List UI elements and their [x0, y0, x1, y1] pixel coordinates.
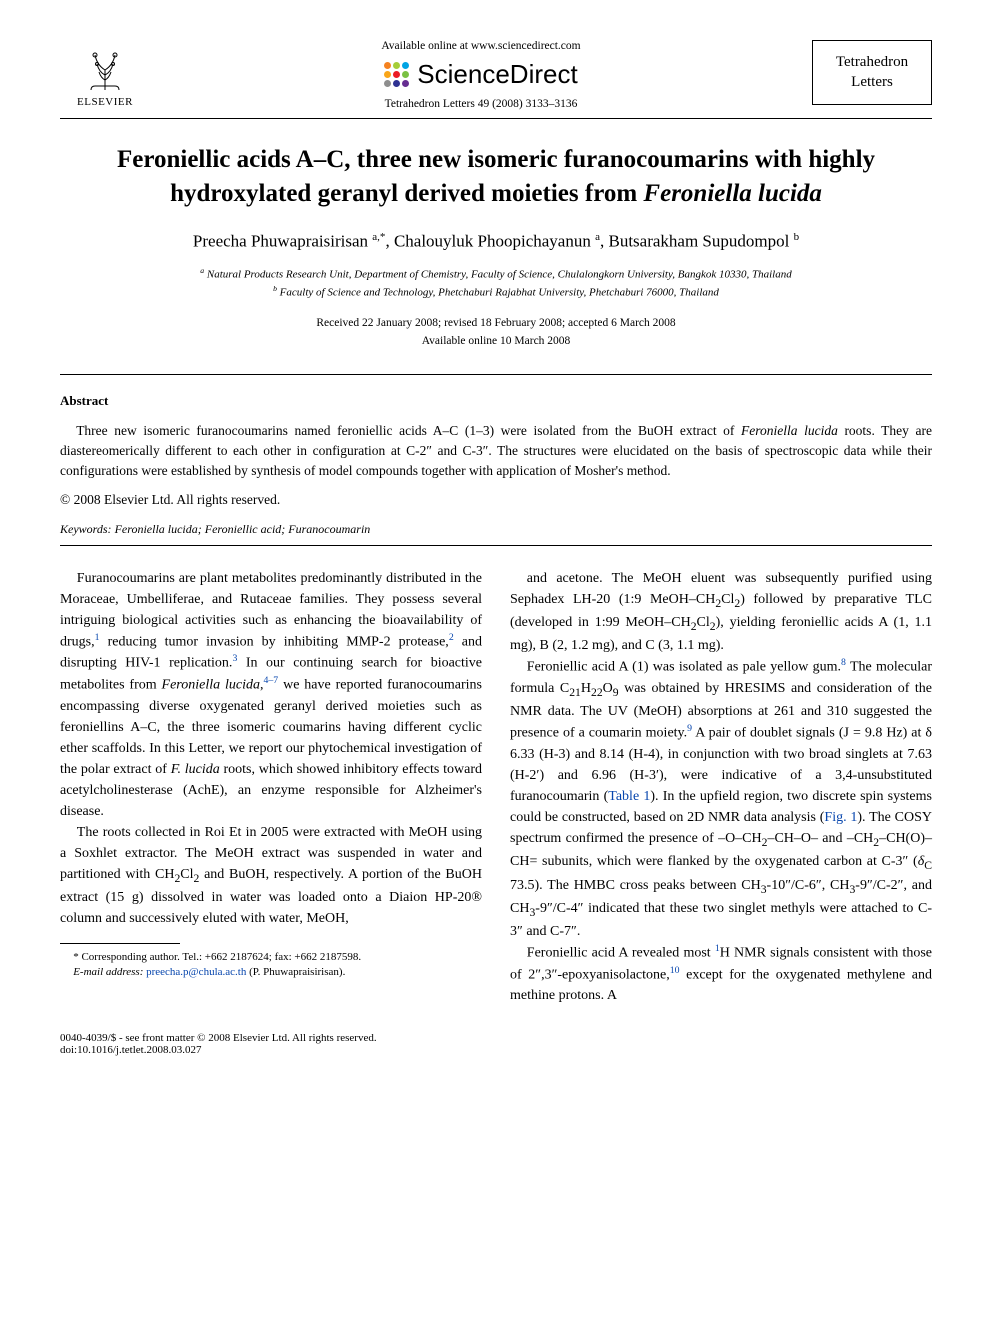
- article-title: Feroniellic acids A–C, three new isomeri…: [60, 143, 932, 211]
- header-divider: [60, 118, 932, 119]
- dates-line1: Received 22 January 2008; revised 18 Feb…: [60, 315, 932, 332]
- email-author-name: (P. Phuwapraisirisan).: [249, 966, 345, 978]
- elsevier-tree-icon: [77, 40, 133, 96]
- affiliation-a: a Natural Products Research Unit, Depart…: [60, 265, 932, 283]
- email-footnote: E-mail address: preecha.p@chula.ac.th (P…: [60, 965, 482, 980]
- sciencedirect-logo: ScienceDirect: [384, 59, 577, 90]
- publisher-label: ELSEVIER: [77, 96, 133, 108]
- journal-name-line2: Letters: [821, 73, 923, 93]
- author-email-link[interactable]: preecha.p@chula.ac.th: [146, 966, 246, 978]
- page-header: ELSEVIER Available online at www.science…: [60, 40, 932, 110]
- affiliations: a Natural Products Research Unit, Depart…: [60, 265, 932, 301]
- affiliation-b: b Faculty of Science and Technology, Phe…: [60, 283, 932, 301]
- body-paragraph: Feroniellic acid A (1) was isolated as p…: [510, 656, 932, 942]
- publisher-logo-block: ELSEVIER: [60, 40, 150, 108]
- abstract-top-divider: [60, 374, 932, 375]
- dates-line2: Available online 10 March 2008: [60, 333, 932, 350]
- abstract-heading: Abstract: [60, 393, 932, 409]
- article-dates: Received 22 January 2008; revised 18 Feb…: [60, 315, 932, 350]
- body-paragraph: and acetone. The MeOH eluent was subsequ…: [510, 568, 932, 657]
- corresponding-author-footnote: * Corresponding author. Tel.: +662 21876…: [60, 950, 482, 965]
- body-paragraph: Furanocoumarins are plant metabolites pr…: [60, 568, 482, 822]
- available-online-text: Available online at www.sciencedirect.co…: [170, 40, 792, 52]
- abstract-bottom-divider: [60, 545, 932, 546]
- body-columns: Furanocoumarins are plant metabolites pr…: [60, 568, 932, 1007]
- keywords: Keywords: Feroniella lucida; Feroniellic…: [60, 522, 932, 537]
- column-right: and acetone. The MeOH eluent was subsequ…: [510, 568, 932, 1007]
- body-paragraph: Feroniellic acid A revealed most 1H NMR …: [510, 942, 932, 1006]
- journal-name-line1: Tetrahedron: [821, 53, 923, 73]
- page-footer: 0040-4039/$ - see front matter © 2008 El…: [60, 1026, 932, 1056]
- journal-reference: Tetrahedron Letters 49 (2008) 3133–3136: [170, 98, 792, 110]
- abstract-text: Three new isomeric furanocoumarins named…: [60, 421, 932, 482]
- footer-left: 0040-4039/$ - see front matter © 2008 El…: [60, 1032, 377, 1056]
- author-list: Preecha Phuwapraisirisan a,*, Chalouyluk…: [60, 231, 932, 252]
- body-paragraph: The roots collected in Roi Et in 2005 we…: [60, 822, 482, 929]
- footer-front-matter: 0040-4039/$ - see front matter © 2008 El…: [60, 1032, 377, 1044]
- sciencedirect-dots-icon: [384, 62, 409, 87]
- keywords-label: Keywords:: [60, 522, 112, 536]
- header-center: Available online at www.sciencedirect.co…: [150, 40, 812, 110]
- abstract-copyright: © 2008 Elsevier Ltd. All rights reserved…: [60, 492, 932, 508]
- column-left: Furanocoumarins are plant metabolites pr…: [60, 568, 482, 1007]
- journal-name-box: Tetrahedron Letters: [812, 40, 932, 105]
- footer-doi: doi:10.1016/j.tetlet.2008.03.027: [60, 1044, 377, 1056]
- keywords-text: Feroniella lucida; Feroniellic acid; Fur…: [115, 522, 371, 536]
- email-label: E-mail address:: [73, 966, 143, 978]
- footnote-divider: [60, 943, 180, 944]
- sciencedirect-text: ScienceDirect: [417, 59, 577, 90]
